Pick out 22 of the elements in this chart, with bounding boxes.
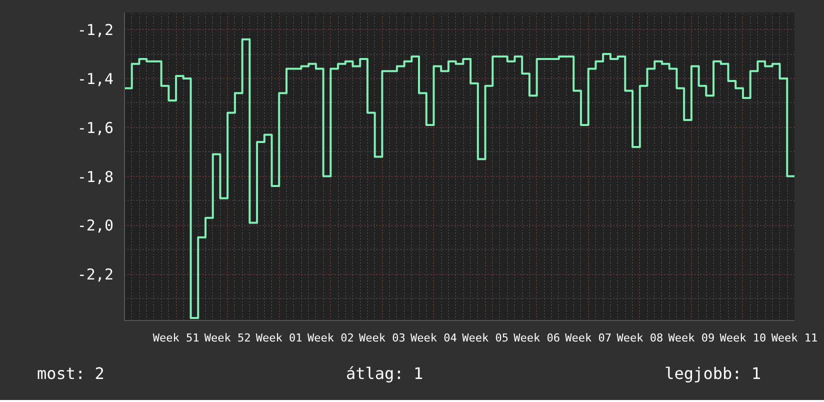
y-tick-label: -2,0 (77, 216, 114, 235)
x-tick-label: Week 06 (514, 332, 560, 344)
y-tick-label: -2,2 (77, 266, 114, 284)
text: most: 2 (37, 363, 104, 385)
x-tick-label: Week 11 (771, 332, 818, 344)
x-tick-label: Week 05 (462, 332, 508, 344)
y-tick-label: -1,8 (77, 168, 114, 186)
x-tick-label: Week 10 (720, 332, 766, 344)
x-tick-label: Week 52 (204, 332, 251, 344)
x-tick-label: Week 04 (410, 332, 458, 344)
text: legjobb: 1 (664, 363, 761, 385)
text: átlag: 1 (346, 363, 424, 385)
x-tick-label: Week 01 (256, 332, 302, 344)
x-tick-label: Week 03 (359, 332, 406, 344)
y-tick-label: -1,6 (77, 118, 114, 137)
y-tick-label: -1,2 (77, 21, 114, 40)
y-tick-label: -1,4 (77, 70, 114, 88)
x-tick-label: Week 08 (616, 332, 664, 344)
x-tick-label: Week 09 (668, 332, 715, 344)
x-tick-label: Week 07 (565, 332, 612, 344)
x-tick-label: Week 02 (307, 332, 354, 344)
x-tick-label: Week 51 (152, 332, 200, 344)
